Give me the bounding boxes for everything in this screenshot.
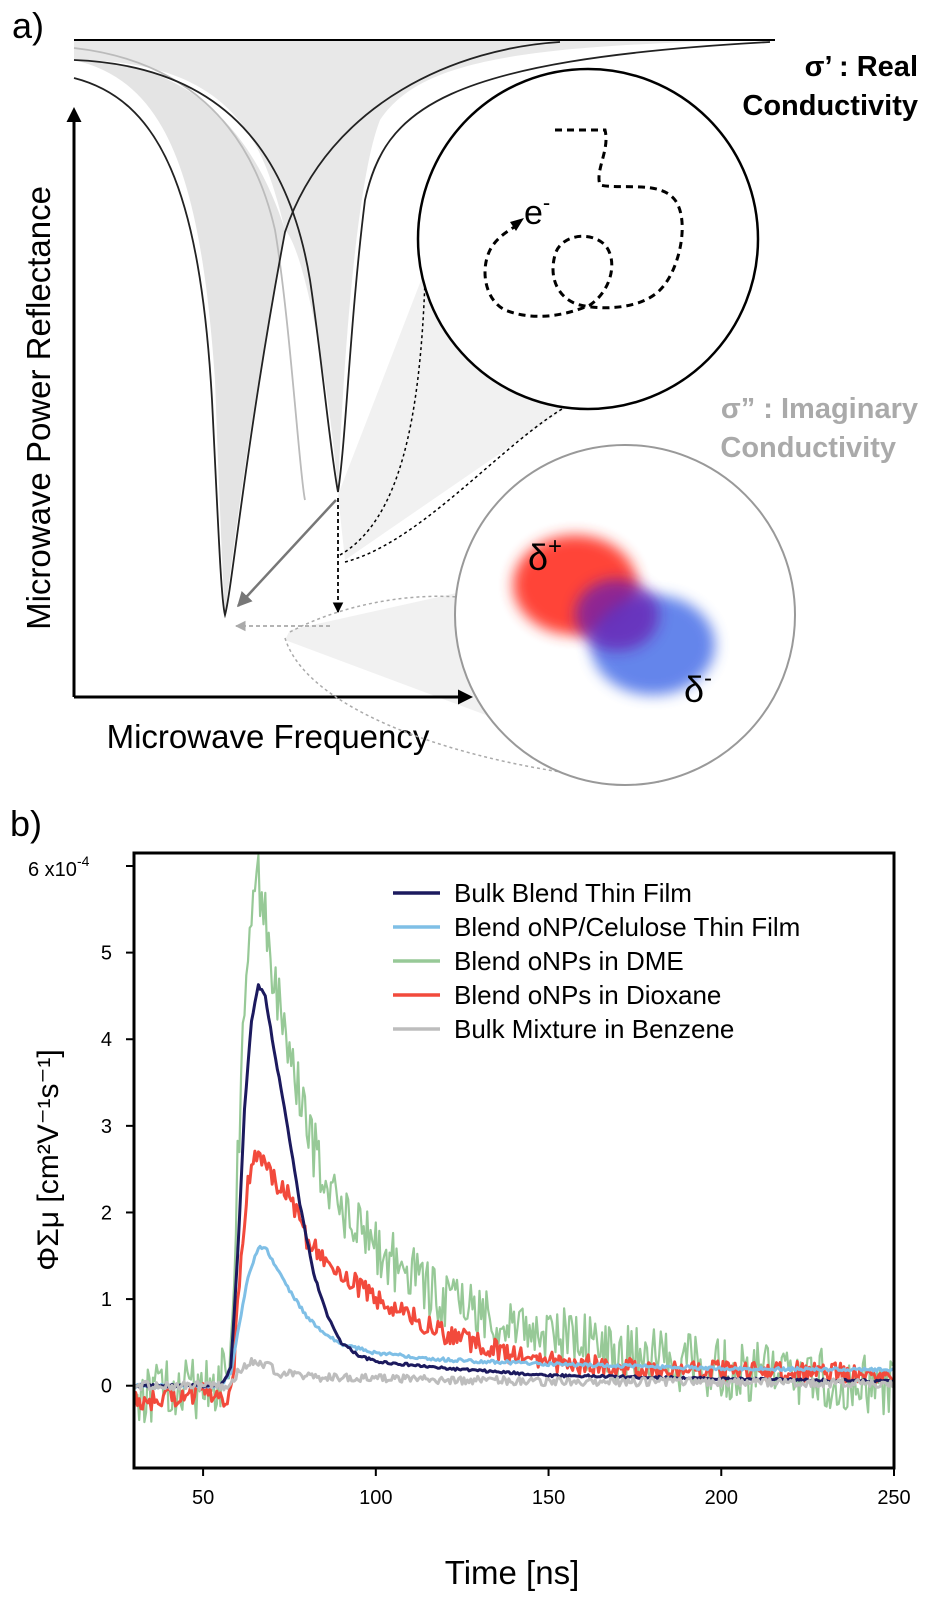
legend-label: Bulk Mixture in Benzene <box>454 1014 734 1044</box>
x-tick-label: 200 <box>705 1487 738 1509</box>
reflectance-shaded-left <box>74 60 285 615</box>
x-tick-label: 50 <box>192 1487 214 1509</box>
y-tick-label: 2 <box>101 1202 112 1224</box>
y-tick-label: 0 <box>101 1376 112 1398</box>
shift-arrow <box>236 499 337 608</box>
real-conductivity-label-2: Conductivity <box>742 90 918 122</box>
y-multiplier: 6 x10-4 <box>28 853 90 881</box>
imag-conductivity-label-1: σ” : Imaginary <box>721 393 918 425</box>
real-conductivity-circle <box>416 67 760 411</box>
y-tick-label: 5 <box>101 943 112 965</box>
panel-b-y-label: ΦΣμ [cm²V⁻¹s⁻¹] <box>32 1049 65 1270</box>
y-tick-label: 3 <box>101 1116 112 1138</box>
real-fan-shade <box>338 270 585 560</box>
panel-a-x-label: Microwave Frequency <box>107 718 430 755</box>
y-tick-label: 1 <box>101 1289 112 1311</box>
panel-a-label: a) <box>12 5 44 46</box>
panel-a-y-label: Microwave Power Reflectance <box>20 186 57 630</box>
plot-frame <box>132 851 896 1470</box>
delta-plus-label: δ+ <box>528 533 562 578</box>
legend-label: Bulk Blend Thin Film <box>454 878 692 908</box>
electron-label: e- <box>524 190 550 232</box>
y-tick-group: 0 1 2 3 4 5 <box>101 864 134 1398</box>
imag-conductivity-label-2: Conductivity <box>720 432 896 464</box>
panel-b-x-label: Time [ns] <box>445 1554 579 1591</box>
electron-path <box>483 128 684 318</box>
legend: Bulk Blend Thin Film Blend oNP/Celulose T… <box>393 878 800 1044</box>
x-tick-label: 150 <box>532 1487 565 1509</box>
panel-b-label: b) <box>10 803 42 844</box>
delta-minus-label: δ- <box>684 665 712 710</box>
y-tick-label: 4 <box>101 1029 112 1051</box>
resonance-curve <box>73 41 771 493</box>
legend-label: Blend oNP/Celulose Thin Film <box>454 912 800 942</box>
intermediate-curve <box>73 47 306 501</box>
x-tick-label: 100 <box>359 1487 392 1509</box>
series-line-2 <box>134 854 894 1424</box>
electron-arrow-head <box>510 218 524 231</box>
x-tick-group: 50 100 150 200 250 <box>192 1468 911 1509</box>
legend-label: Blend oNPs in Dioxane <box>454 980 721 1010</box>
panel-b: b) 6 x10-4 ΦΣμ [cm²V⁻¹s⁻¹] Time [ns] 50 1… <box>10 803 911 1591</box>
series-line-1 <box>134 1244 894 1389</box>
dipole-overlap <box>575 579 659 651</box>
real-connector-lower <box>344 394 591 563</box>
x-tick-label: 250 <box>877 1487 910 1509</box>
shifted-resonance-curve <box>73 41 561 619</box>
legend-label: Blend oNPs in DME <box>454 946 684 976</box>
panel-a: a) Microwave Power Reflectance Microwave… <box>12 5 918 786</box>
real-conductivity-label-1: σ’ : Real <box>805 51 918 83</box>
series-line-4 <box>134 1357 894 1392</box>
plot-series-group <box>134 854 894 1424</box>
